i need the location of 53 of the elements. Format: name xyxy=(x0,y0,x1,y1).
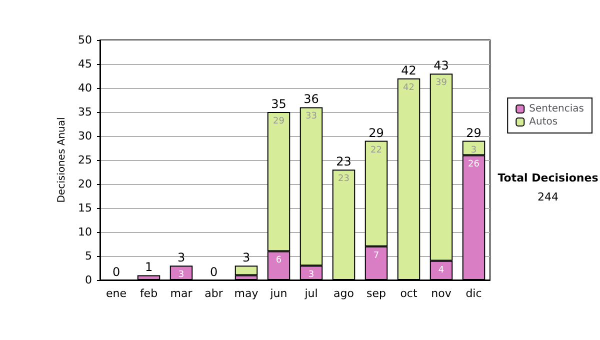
y-tick-label: 20 xyxy=(78,178,92,190)
data-label: 29 xyxy=(273,116,285,126)
total-label: 43 xyxy=(434,58,449,73)
legend-label: Sentencias xyxy=(529,104,584,114)
data-label: 6 xyxy=(276,256,282,266)
text: 244 xyxy=(538,190,558,204)
data-label: 39 xyxy=(436,78,448,88)
data-label: 3 xyxy=(178,270,184,280)
x-tick-label: jul xyxy=(304,287,318,300)
y-tick-label: 45 xyxy=(78,58,92,70)
y-tick-label: 35 xyxy=(78,106,92,118)
total-label: 23 xyxy=(336,154,352,169)
x-tick-label: oct xyxy=(400,287,418,300)
x-tick-label: jun xyxy=(269,287,288,300)
total-label: 29 xyxy=(368,126,384,140)
y-tick-label: 0 xyxy=(85,274,92,286)
data-label: 42 xyxy=(403,82,414,93)
y-tick-label: 30 xyxy=(78,130,92,142)
x-tick-label: dic xyxy=(466,287,482,300)
x-tick-label: ago xyxy=(334,287,354,300)
x-tick-label: sep xyxy=(366,287,386,300)
data-label: 3 xyxy=(308,270,314,280)
total-label: 0 xyxy=(210,265,218,279)
y-tick-label: 5 xyxy=(85,250,92,262)
data-label: 4 xyxy=(438,265,444,276)
data-label: 7 xyxy=(373,250,380,261)
x-tick-label: mar xyxy=(170,287,193,300)
data-label: 22 xyxy=(370,145,382,156)
total-label: 0 xyxy=(112,265,120,279)
y-tick-label: 40 xyxy=(78,82,92,94)
x-tick-label: nov xyxy=(431,287,452,300)
y-axis-title: Decisiones Anual xyxy=(56,117,68,203)
total-label: 3 xyxy=(177,250,186,265)
y-tick-label: 25 xyxy=(78,154,92,166)
data-label: 23 xyxy=(338,174,350,184)
text: Total Decisiones xyxy=(498,172,599,184)
data-label: 26 xyxy=(468,160,480,170)
total-label: 29 xyxy=(466,126,482,140)
x-tick-label: may xyxy=(234,287,259,300)
y-tick-label: 50 xyxy=(78,34,92,46)
x-tick-label: ene xyxy=(106,287,127,300)
x-tick-label: abr xyxy=(204,287,224,300)
total-label: 3 xyxy=(242,250,250,265)
total-label: 42 xyxy=(401,63,416,78)
total-label: 36 xyxy=(304,92,319,106)
total-label: 35 xyxy=(271,97,286,111)
data-label: 33 xyxy=(306,112,317,122)
total-label: 1 xyxy=(144,260,153,274)
legend-label: Autos xyxy=(529,116,558,128)
y-tick-label: 15 xyxy=(78,202,92,214)
data-label: 3 xyxy=(470,145,477,156)
y-tick-label: 10 xyxy=(78,226,92,238)
x-tick-label: feb xyxy=(140,287,158,300)
